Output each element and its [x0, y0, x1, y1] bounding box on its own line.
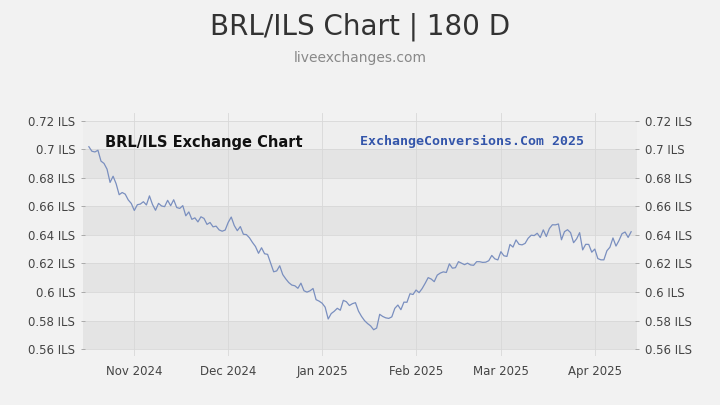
- Bar: [83, 149, 637, 178]
- Text: BRL/ILS Chart | 180 D: BRL/ILS Chart | 180 D: [210, 12, 510, 40]
- Bar: [83, 321, 637, 349]
- Bar: [83, 292, 637, 321]
- Bar: [83, 178, 637, 206]
- Bar: [83, 121, 637, 149]
- Text: liveexchanges.com: liveexchanges.com: [294, 51, 426, 65]
- Text: BRL/ILS Exchange Chart: BRL/ILS Exchange Chart: [105, 135, 302, 150]
- Bar: [83, 206, 637, 235]
- Bar: [83, 264, 637, 292]
- Bar: [83, 235, 637, 264]
- Text: ExchangeConversions.Com 2025: ExchangeConversions.Com 2025: [360, 135, 584, 148]
